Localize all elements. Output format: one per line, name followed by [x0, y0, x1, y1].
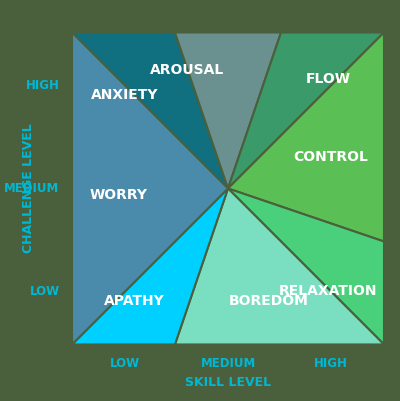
Text: HIGH: HIGH: [26, 79, 60, 92]
Polygon shape: [228, 32, 384, 241]
Text: CONTROL: CONTROL: [294, 150, 368, 164]
Text: CHALLENGE LEVEL: CHALLENGE LEVEL: [22, 124, 35, 253]
Text: APATHY: APATHY: [104, 294, 165, 308]
Text: LOW: LOW: [110, 357, 140, 370]
Text: LOW: LOW: [29, 285, 60, 298]
Polygon shape: [72, 188, 228, 344]
Text: RELAXATION: RELAXATION: [278, 284, 377, 298]
Text: FLOW: FLOW: [305, 72, 350, 86]
Text: HIGH: HIGH: [314, 357, 348, 370]
Text: ANXIETY: ANXIETY: [91, 88, 159, 102]
Text: BOREDOM: BOREDOM: [229, 294, 308, 308]
Polygon shape: [175, 32, 281, 188]
Text: MEDIUM: MEDIUM: [200, 357, 256, 370]
Polygon shape: [228, 32, 384, 188]
Text: AROUSAL: AROUSAL: [150, 63, 224, 77]
Polygon shape: [72, 32, 228, 344]
Polygon shape: [228, 188, 384, 344]
Polygon shape: [72, 32, 228, 188]
Polygon shape: [175, 188, 384, 344]
Text: WORRY: WORRY: [90, 188, 148, 202]
Text: SKILL LEVEL: SKILL LEVEL: [185, 376, 271, 389]
Text: MEDIUM: MEDIUM: [4, 182, 60, 195]
